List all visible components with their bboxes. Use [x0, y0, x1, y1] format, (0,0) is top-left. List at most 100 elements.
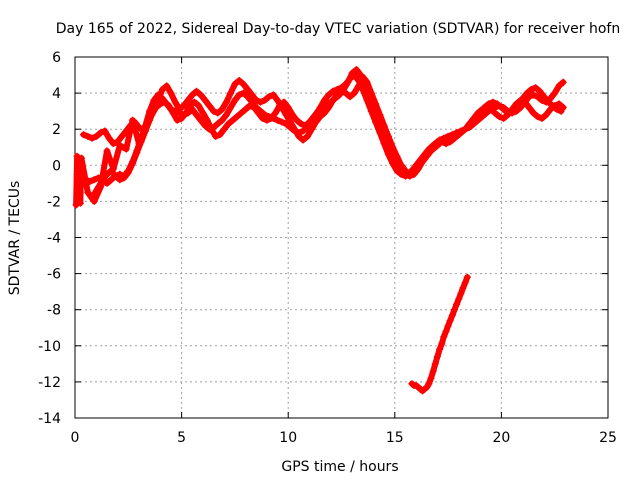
data-point	[495, 113, 503, 121]
data-point	[229, 116, 237, 124]
data-point	[427, 147, 435, 155]
data-point	[267, 114, 275, 122]
data-point	[455, 295, 463, 303]
data-point	[521, 98, 529, 106]
x-tick-label: 10	[279, 430, 297, 446]
data-point	[427, 374, 435, 382]
data-point	[112, 172, 119, 180]
x-tick-label: 20	[492, 430, 510, 446]
data-point	[483, 104, 490, 111]
data-point	[478, 105, 486, 113]
data-point	[463, 273, 471, 281]
data-point	[207, 125, 215, 133]
data-point	[442, 327, 450, 335]
data-point	[80, 131, 87, 139]
data-point	[233, 113, 241, 121]
data-point	[122, 145, 130, 153]
data-point	[76, 199, 84, 207]
data-point	[459, 284, 467, 292]
data-point	[90, 176, 98, 184]
y-axis-label: SDTVAR / TECUs	[7, 181, 23, 296]
data-point	[325, 104, 333, 111]
data-point	[118, 132, 126, 140]
data-point	[344, 78, 352, 86]
data-point	[227, 104, 235, 111]
data-point	[457, 129, 465, 137]
data-point	[193, 111, 200, 119]
data-point	[410, 170, 418, 178]
data-point	[75, 178, 83, 185]
data-point	[363, 78, 371, 86]
data-point	[97, 129, 105, 137]
data-point	[116, 176, 124, 184]
data-point	[242, 105, 250, 113]
data-point	[500, 114, 507, 122]
data-point	[329, 96, 337, 104]
data-point	[425, 380, 433, 388]
data-point	[536, 87, 544, 95]
data-point	[216, 131, 224, 139]
y-tick-label: -4	[47, 231, 61, 247]
data-point	[169, 109, 177, 117]
data-point	[133, 149, 141, 157]
data-point	[205, 102, 213, 110]
data-point	[222, 111, 230, 119]
data-point	[97, 183, 105, 191]
data-point	[129, 116, 137, 124]
data-point	[301, 122, 309, 130]
data-point	[161, 98, 168, 106]
data-point	[109, 140, 117, 148]
data-point	[465, 120, 473, 128]
data-point	[451, 306, 458, 314]
data-point	[517, 96, 525, 104]
data-point	[107, 176, 115, 184]
data-point	[380, 122, 388, 130]
data-point	[109, 165, 117, 173]
y-tick-label: -2	[47, 194, 61, 210]
data-point	[474, 109, 482, 117]
data-point	[103, 179, 111, 187]
data-point	[489, 98, 497, 106]
y-tick-label: 0	[52, 158, 61, 174]
data-point	[555, 100, 563, 108]
data-point	[352, 66, 360, 74]
data-point	[261, 96, 269, 104]
data-point	[220, 125, 228, 133]
data-point	[274, 96, 281, 104]
data-point	[254, 109, 262, 117]
data-point	[237, 109, 245, 117]
data-point	[457, 290, 465, 297]
data-point	[372, 100, 380, 108]
data-point	[252, 96, 260, 104]
data-point	[271, 109, 279, 117]
data-point	[101, 127, 109, 135]
data-point	[461, 279, 469, 287]
data-series	[72, 66, 567, 395]
y-tick-label: -8	[47, 303, 61, 319]
data-point	[225, 120, 232, 128]
data-point	[346, 93, 354, 101]
x-tick-label: 5	[177, 430, 186, 446]
data-point	[431, 143, 439, 151]
data-point	[393, 152, 401, 160]
data-point	[73, 152, 81, 160]
data-point	[248, 91, 256, 99]
data-point	[235, 77, 243, 84]
data-point	[222, 98, 230, 106]
data-point	[329, 87, 337, 95]
data-point	[419, 158, 426, 166]
data-point	[173, 116, 181, 124]
data-point	[72, 201, 80, 209]
data-point	[214, 109, 222, 117]
data-point	[433, 353, 441, 361]
data-point	[538, 114, 546, 122]
data-point	[218, 105, 226, 113]
y-tick-label: -6	[47, 267, 61, 283]
data-point	[470, 114, 478, 122]
series-trace	[80, 66, 565, 178]
data-point	[406, 172, 414, 180]
data-point	[436, 345, 444, 353]
data-point	[359, 73, 367, 81]
data-point	[178, 114, 186, 122]
